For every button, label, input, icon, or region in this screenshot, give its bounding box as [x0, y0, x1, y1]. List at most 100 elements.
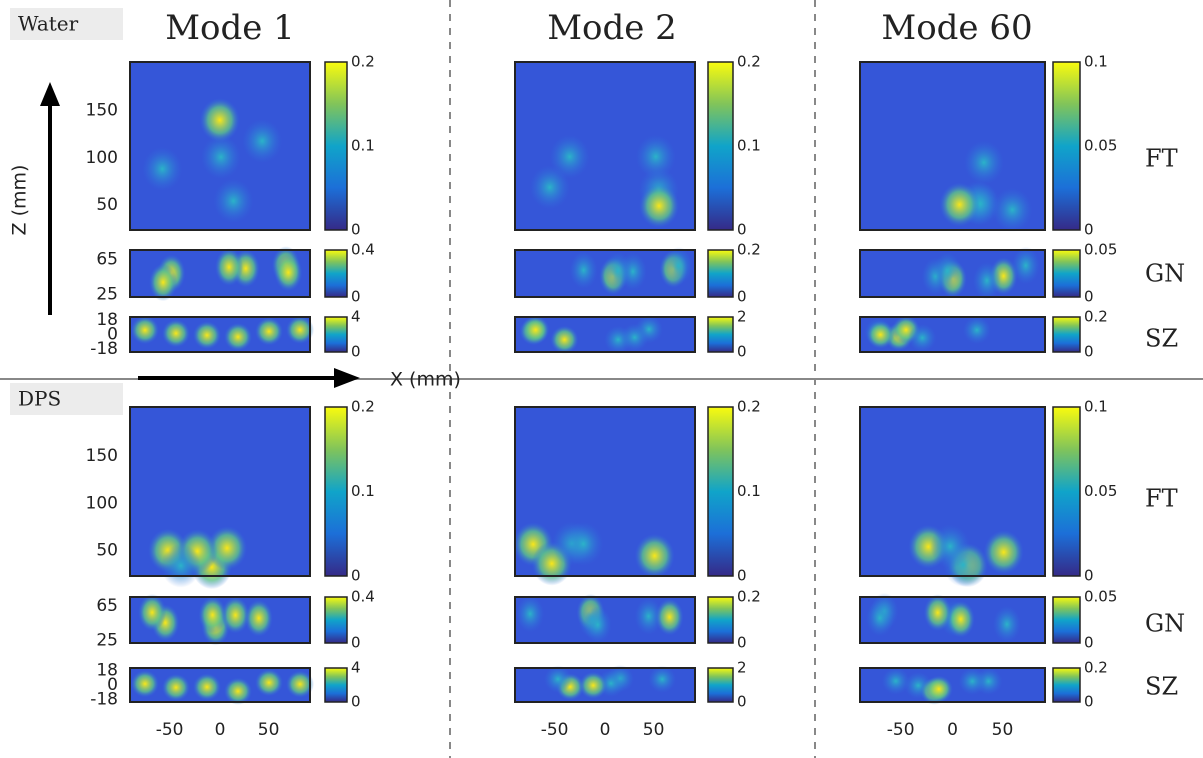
heatmap-frame — [859, 406, 1046, 577]
colorbar-label: 0 — [1084, 567, 1094, 585]
z-tick-label: 18 — [96, 310, 118, 330]
heatmap-blob — [138, 594, 167, 631]
colorbar — [1052, 249, 1081, 298]
heatmap-frame — [129, 667, 311, 703]
heatmap-blob — [963, 140, 1004, 185]
heatmap-blob — [521, 315, 550, 344]
colorbar — [707, 667, 734, 703]
colorbar-label: 0 — [1084, 343, 1094, 361]
heatmap-blob — [200, 135, 241, 180]
row-label: DPS — [18, 387, 61, 411]
heatmap-blob — [516, 595, 545, 633]
z-tick-label: 65 — [96, 249, 118, 269]
heatmap-frame — [129, 406, 311, 577]
colorbar-label: 0 — [1084, 221, 1094, 239]
heatmap-blob — [529, 165, 570, 210]
x-tick-label: 0 — [215, 720, 226, 740]
colorbar-label: 0.2 — [737, 588, 761, 606]
colorbar-label: 0.2 — [737, 53, 761, 71]
heatmap-frame — [514, 316, 696, 353]
colorbar — [324, 61, 348, 231]
colorbar-label: 4 — [351, 308, 361, 326]
heatmap-blob — [946, 600, 975, 638]
z-tick-label: 50 — [96, 195, 118, 215]
colorbar-label: 0 — [351, 634, 361, 652]
z-tick-label: 100 — [86, 493, 118, 513]
heatmap-blob — [634, 533, 675, 578]
heatmap-frame — [859, 316, 1046, 353]
colorbar — [1052, 667, 1081, 703]
heatmap-blob — [193, 321, 221, 350]
z-tick-label: 150 — [86, 101, 118, 121]
colorbar-label: 0 — [737, 221, 747, 239]
colorbar-label: 0 — [1084, 693, 1094, 711]
heatmap-blob — [244, 599, 273, 637]
z-tick-label: 65 — [96, 596, 118, 616]
heatmap-blob — [550, 325, 579, 354]
column-title: Mode 1 — [165, 8, 295, 48]
colorbar-label: 0.05 — [1084, 241, 1117, 259]
colorbar-label: 0.1 — [1084, 398, 1108, 416]
heatmap-blob — [648, 665, 677, 693]
heatmap-blob — [255, 317, 283, 346]
colorbar-label: 0 — [737, 343, 747, 361]
heatmap-blob — [972, 261, 1001, 300]
x-tick-label: -50 — [887, 720, 915, 740]
z-arrow-head — [40, 82, 60, 106]
heatmap-blob — [1011, 246, 1040, 285]
heatmap-blob — [664, 246, 693, 285]
x-arrow-head — [334, 368, 360, 388]
heatmap-blob — [193, 673, 221, 701]
heatmap-blob — [213, 178, 254, 223]
heatmap-blob — [274, 253, 303, 292]
x-tick-label: 50 — [992, 720, 1014, 740]
x-tick-label: 0 — [600, 720, 611, 740]
heatmap-blob — [569, 251, 598, 289]
heatmap-blob — [881, 667, 910, 695]
colorbar — [707, 596, 734, 644]
colorbar-label: 0.2 — [1084, 659, 1108, 677]
heatmap-blob — [131, 670, 159, 698]
heatmap-blob — [939, 182, 980, 227]
colorbar-label: 0.1 — [351, 482, 375, 500]
heatmap-blob — [865, 599, 894, 637]
colorbar-label: 0.4 — [351, 241, 375, 259]
heatmap-blob — [162, 673, 190, 702]
heatmap-blob — [983, 530, 1024, 575]
x-tick-label: 50 — [643, 720, 665, 740]
colorbar-label: 0 — [351, 221, 361, 239]
colorbar-label: 0.2 — [1084, 308, 1108, 326]
region-label: GN — [1145, 610, 1185, 638]
heatmap-frame — [859, 61, 1046, 231]
heatmap-frame — [129, 61, 311, 231]
colorbar — [1052, 596, 1081, 644]
heatmap-blob — [583, 606, 612, 644]
colorbar-label: 0.2 — [351, 53, 375, 71]
colorbar-label: 0.05 — [1084, 482, 1117, 500]
colorbar — [707, 61, 734, 231]
colorbar-label: 4 — [351, 659, 361, 677]
heatmap-blob — [655, 598, 684, 636]
colorbar-label: 0 — [351, 693, 361, 711]
z-tick-label: 0 — [107, 325, 118, 345]
heatmap-blob — [221, 596, 250, 634]
heatmap-blob — [224, 677, 252, 705]
heatmap-blob — [162, 319, 190, 348]
heatmap-blob — [142, 146, 183, 191]
heatmap-frame — [514, 406, 696, 577]
heatmap-frame — [129, 249, 311, 298]
colorbar — [707, 406, 734, 577]
colorbar-label: 0.4 — [351, 588, 375, 606]
colorbar — [1052, 61, 1081, 231]
heatmap-blob — [149, 263, 178, 302]
row-label-box — [10, 8, 123, 40]
heatmap-blob — [549, 134, 590, 179]
heatmap-blob — [255, 669, 283, 697]
heatmap-blob — [924, 675, 953, 703]
heatmap-blob — [224, 322, 252, 351]
colorbar-label: 0.2 — [737, 398, 761, 416]
heatmap-blob — [620, 323, 649, 352]
region-label: FT — [1145, 145, 1178, 173]
colorbar-label: 0.05 — [1084, 588, 1117, 606]
z-tick-label: 0 — [107, 675, 118, 695]
